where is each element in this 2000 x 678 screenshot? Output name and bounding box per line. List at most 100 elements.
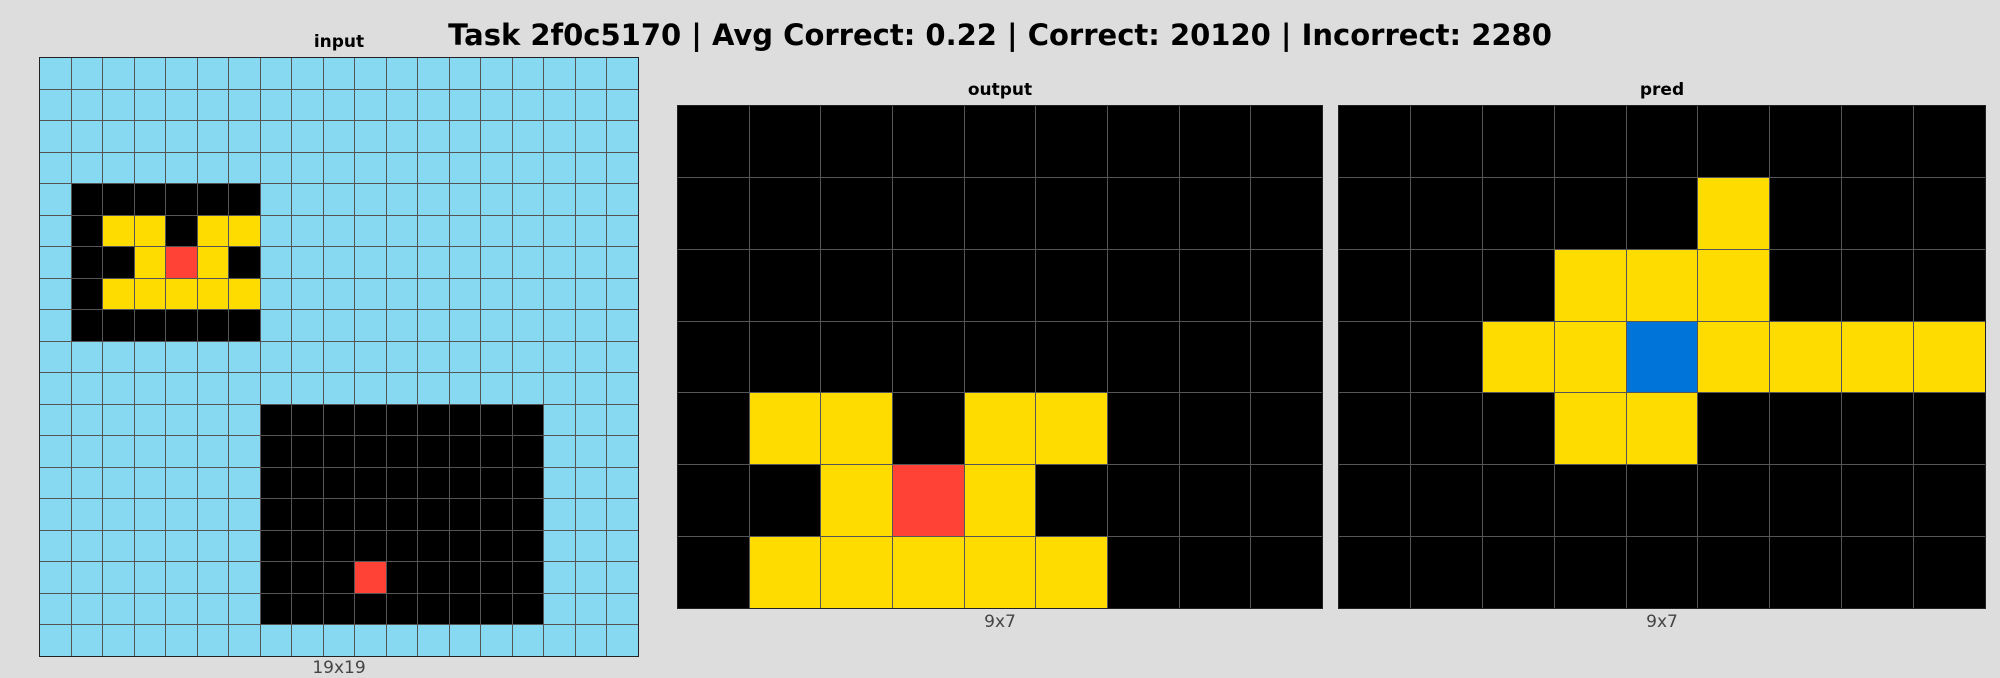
input-cell: [292, 89, 323, 121]
input-cell: [229, 404, 260, 436]
input-cell: [575, 625, 607, 656]
input-cell: [134, 341, 166, 373]
task-title: Task 2f0c5170 | Avg Correct: 0.22 | Corr…: [448, 18, 1552, 52]
input-cell: [418, 341, 449, 373]
input-cell: [575, 467, 607, 499]
input-cell: [197, 152, 229, 184]
output-cell: [1251, 249, 1322, 321]
input-cell: [449, 184, 481, 215]
output-cell: [892, 465, 964, 537]
input-cell: [481, 121, 512, 152]
input-cell: [134, 121, 166, 152]
input-cell: [229, 467, 260, 499]
output-cell: [1251, 177, 1322, 249]
input-cell: [292, 247, 323, 278]
input-cell: [229, 121, 260, 152]
pred-cell: [1914, 106, 1985, 177]
input-cell: [229, 436, 260, 467]
pred-cell: [1842, 106, 1914, 177]
input-cell: [449, 58, 481, 89]
pred-cell: [1914, 465, 1985, 537]
input-cell: [323, 310, 355, 341]
panel-title-input: input: [313, 32, 365, 52]
output-cell: [821, 321, 892, 393]
input-cell: [512, 373, 544, 404]
pred-cell: [1482, 537, 1554, 608]
input-cell: [166, 341, 197, 373]
input-cell: [544, 593, 575, 625]
input-cell: [512, 58, 544, 89]
pred-cell: [1339, 465, 1410, 537]
input-cell: [607, 341, 638, 373]
input-cell: [449, 593, 481, 625]
output-cell: [964, 393, 1036, 465]
input-cell: [544, 499, 575, 530]
output-cell: [749, 465, 821, 537]
output-cell: [1251, 106, 1322, 177]
input-cell: [544, 530, 575, 562]
input-cell: [260, 121, 292, 152]
input-cell: [512, 404, 544, 436]
input-cell: [575, 373, 607, 404]
input-cell: [544, 341, 575, 373]
input-cell: [449, 499, 481, 530]
pred-cell: [1410, 537, 1482, 608]
input-cell: [134, 499, 166, 530]
input-cell: [71, 499, 103, 530]
input-cell: [481, 373, 512, 404]
input-cell: [418, 404, 449, 436]
input-cell: [575, 278, 607, 310]
input-cell: [355, 625, 386, 656]
input-cell: [512, 562, 544, 593]
pred-cell: [1626, 321, 1698, 393]
input-cell: [40, 436, 71, 467]
output-cell: [1107, 106, 1179, 177]
pred-cell: [1339, 393, 1410, 465]
input-cell: [575, 404, 607, 436]
input-cell: [323, 58, 355, 89]
input-cell: [71, 121, 103, 152]
input-cell: [229, 373, 260, 404]
pred-cell: [1914, 177, 1985, 249]
input-cell: [418, 625, 449, 656]
input-cell: [260, 436, 292, 467]
input-cell: [166, 467, 197, 499]
input-cell: [323, 247, 355, 278]
input-cell: [449, 562, 481, 593]
input-cell: [512, 247, 544, 278]
pred-cell: [1410, 321, 1482, 393]
input-cell: [40, 341, 71, 373]
input-cell: [355, 247, 386, 278]
input-cell: [292, 278, 323, 310]
input-cell: [260, 373, 292, 404]
output-cell: [749, 106, 821, 177]
input-cell: [260, 247, 292, 278]
input-cell: [292, 467, 323, 499]
output-cell: [678, 106, 749, 177]
input-cell: [386, 278, 418, 310]
output-cell: [1251, 465, 1322, 537]
input-cell: [71, 184, 103, 215]
input-cell: [544, 373, 575, 404]
pred-cell: [1842, 249, 1914, 321]
input-cell: [355, 121, 386, 152]
output-cell: [964, 177, 1036, 249]
input-cell: [166, 404, 197, 436]
input-cell: [544, 215, 575, 247]
input-cell: [71, 58, 103, 89]
input-cell: [512, 467, 544, 499]
output-cell: [1107, 321, 1179, 393]
input-cell: [260, 89, 292, 121]
output-cell: [821, 106, 892, 177]
output-cell: [678, 321, 749, 393]
input-cell: [103, 404, 134, 436]
input-cell: [260, 184, 292, 215]
pred-cell: [1410, 106, 1482, 177]
input-cell: [481, 467, 512, 499]
input-cell: [40, 593, 71, 625]
output-cell: [964, 106, 1036, 177]
panel-dims-pred: 9x7: [1646, 612, 1678, 632]
pred-cell: [1842, 465, 1914, 537]
input-cell: [449, 215, 481, 247]
input-cell: [134, 467, 166, 499]
